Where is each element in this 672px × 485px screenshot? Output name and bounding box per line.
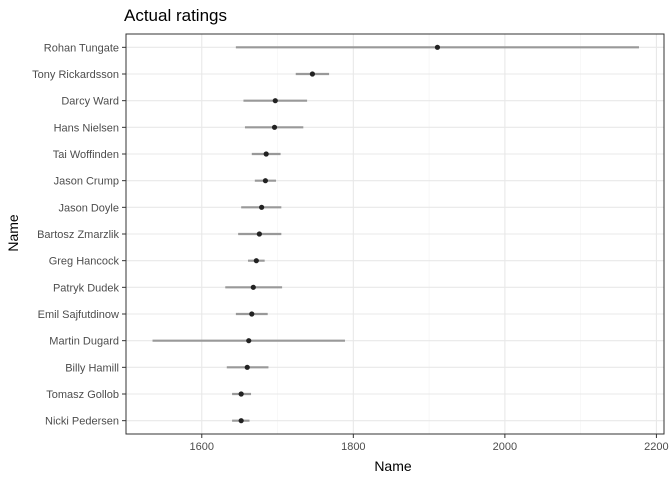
- y-tick-label: Tomasz Gollob: [46, 389, 119, 401]
- chart-title: Actual ratings: [124, 6, 227, 25]
- y-tick-label: Patryk Dudek: [53, 282, 120, 294]
- x-tick-label: 1600: [190, 441, 214, 453]
- data-point: [238, 418, 244, 424]
- x-tick-label: 2200: [644, 441, 668, 453]
- x-tick-label: 2000: [493, 441, 517, 453]
- y-tick-label: Rohan Tungate: [44, 42, 119, 54]
- panel-border: [125, 33, 665, 435]
- y-tick-label: Bartosz Zmarzlik: [37, 229, 119, 241]
- y-tick-label: Tai Woffinden: [53, 149, 119, 161]
- y-tick-label: Jason Doyle: [58, 202, 119, 214]
- y-tick-label: Nicki Pedersen: [45, 416, 119, 428]
- data-point: [272, 98, 278, 104]
- x-axis-title: Name: [374, 458, 412, 474]
- y-tick-label: Billy Hamill: [65, 362, 119, 374]
- x-tick-label: 1800: [341, 441, 365, 453]
- data-point: [256, 231, 262, 237]
- data-point: [244, 364, 250, 370]
- data-point: [263, 151, 269, 157]
- data-point: [253, 258, 259, 264]
- y-tick-label: Jason Crump: [54, 176, 119, 188]
- data-point: [250, 284, 256, 290]
- y-tick-label: Emil Sajfutdinow: [38, 309, 119, 321]
- data-point: [249, 311, 255, 317]
- y-tick-label: Tony Rickardsson: [32, 69, 119, 81]
- data-point: [246, 338, 252, 344]
- data-point: [271, 124, 278, 130]
- data-point: [238, 391, 244, 397]
- data-point: [309, 71, 316, 77]
- y-tick-label: Martin Dugard: [49, 336, 119, 348]
- y-tick-label: Hans Nielsen: [54, 122, 119, 134]
- data-point: [262, 178, 269, 184]
- y-axis-title: Name: [5, 214, 21, 252]
- y-tick-label: Greg Hancock: [49, 256, 120, 268]
- data-point: [434, 44, 441, 50]
- y-tick-label: Darcy Ward: [61, 96, 119, 108]
- data-point: [259, 204, 265, 210]
- plot-area: Rohan Tungate Tony Rickardsson Darcy Ward H…: [32, 33, 669, 453]
